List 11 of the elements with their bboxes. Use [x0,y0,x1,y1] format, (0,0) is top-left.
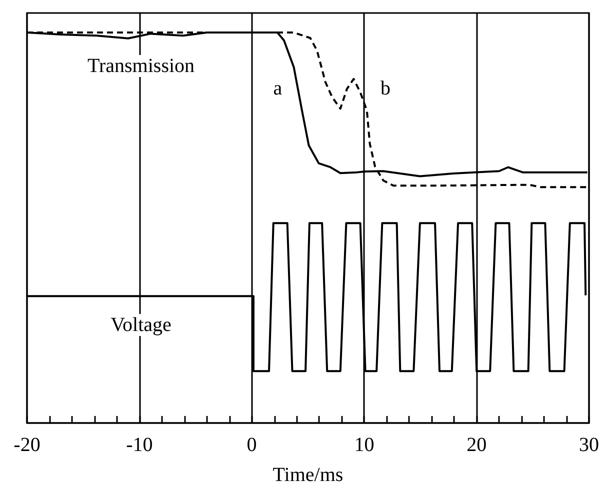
annotation: a [273,77,282,100]
annotation: Voltage [110,314,172,336]
x-tick-label: 10 [354,434,374,456]
x-tick-label: 30 [579,434,599,456]
x-axis-title: Time/ms [272,464,344,486]
x-tick-label: 20 [466,434,487,456]
x-tick-label: -20 [14,434,40,456]
annotation: Transmission [87,55,195,77]
x-tick-label: -10 [126,434,153,456]
x-tick-label: 0 [246,434,257,456]
annotation: b [380,77,391,100]
